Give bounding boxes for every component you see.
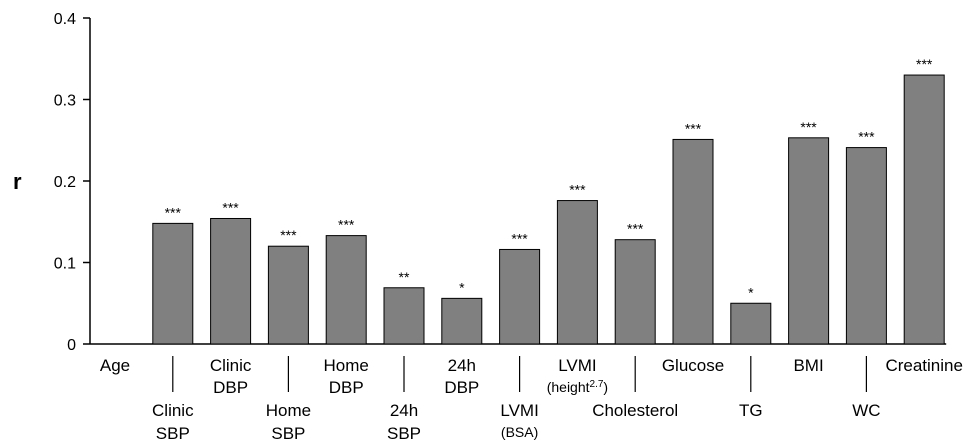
category-label: DBP bbox=[329, 378, 364, 397]
significance-label: *** bbox=[511, 230, 528, 246]
y-axis-label: r bbox=[13, 169, 22, 194]
bar bbox=[614, 239, 656, 345]
bar bbox=[903, 74, 945, 345]
significance-label: *** bbox=[280, 227, 297, 243]
category-label: Clinic bbox=[152, 401, 194, 420]
category-label: DBP bbox=[444, 378, 479, 397]
y-tick-label: 0.2 bbox=[54, 174, 76, 191]
category-label: SBP bbox=[387, 424, 421, 443]
category-label: (BSA) bbox=[501, 424, 538, 440]
category-label: Age bbox=[100, 356, 130, 375]
significance-label: *** bbox=[858, 129, 875, 145]
significance-labels: *** ********************************** bbox=[165, 56, 933, 300]
category-label: TG bbox=[739, 401, 763, 420]
significance-label: ** bbox=[399, 269, 410, 285]
category-label: Home bbox=[266, 401, 311, 420]
category-label: LVMI bbox=[500, 401, 538, 420]
bar bbox=[788, 137, 830, 345]
category-label: Creatinine bbox=[885, 356, 963, 375]
bar bbox=[730, 302, 772, 345]
significance-label: *** bbox=[916, 56, 933, 72]
category-label: Clinic bbox=[210, 356, 252, 375]
bar bbox=[267, 245, 309, 345]
significance-label: *** bbox=[338, 217, 355, 233]
category-label: Cholesterol bbox=[592, 401, 678, 420]
category-label: SBP bbox=[271, 424, 305, 443]
bar bbox=[441, 297, 483, 345]
bar bbox=[499, 248, 541, 345]
category-label: SBP bbox=[156, 424, 190, 443]
bar bbox=[672, 138, 714, 345]
significance-label: * bbox=[748, 284, 754, 300]
category-label: 24h bbox=[448, 356, 476, 375]
significance-label: *** bbox=[165, 204, 182, 220]
y-tick-label: 0.1 bbox=[54, 256, 76, 273]
bars bbox=[152, 74, 945, 345]
bar bbox=[556, 200, 598, 345]
category-labels: Age Clinic SBP Clinic DBP Home SBP Home DBP 24h SB… bbox=[100, 356, 963, 443]
category-label: (height2.7) bbox=[547, 379, 608, 396]
category-label: WC bbox=[852, 401, 880, 420]
category-label: Glucose bbox=[662, 356, 724, 375]
bar bbox=[383, 287, 425, 345]
category-label: BMI bbox=[793, 356, 823, 375]
y-tick-label: 0.3 bbox=[54, 93, 76, 110]
bar bbox=[845, 147, 887, 345]
category-label: Home bbox=[324, 356, 369, 375]
significance-label: *** bbox=[627, 221, 644, 237]
significance-label: *** bbox=[222, 199, 239, 215]
significance-label: *** bbox=[800, 119, 817, 135]
y-tick-label: 0 bbox=[67, 337, 76, 354]
category-label: DBP bbox=[213, 378, 248, 397]
y-tick-label: 0.4 bbox=[54, 11, 76, 28]
bar bbox=[210, 217, 252, 345]
bar bbox=[152, 222, 194, 345]
significance-label: *** bbox=[685, 120, 702, 136]
significance-label: * bbox=[459, 279, 465, 295]
significance-label: *** bbox=[569, 182, 586, 198]
bar bbox=[325, 235, 367, 345]
category-label: 24h bbox=[390, 401, 418, 420]
category-label: LVMI bbox=[558, 356, 596, 375]
